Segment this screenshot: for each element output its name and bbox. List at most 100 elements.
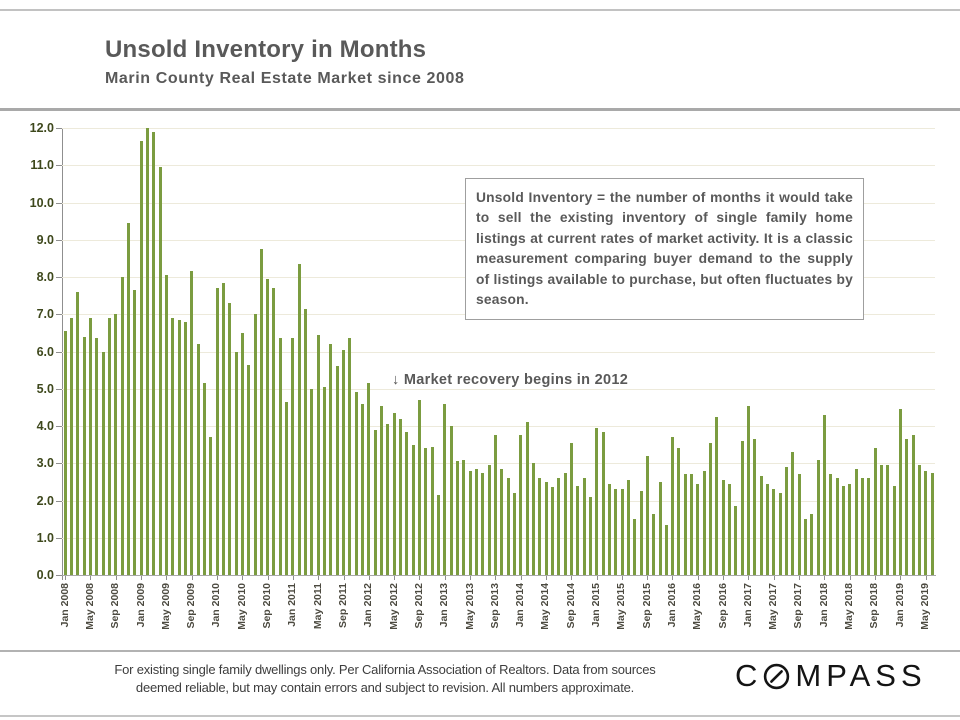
- bar-slot: [758, 128, 764, 575]
- x-axis-label: Jan 2018: [817, 583, 830, 628]
- x-axis-label: May 2008: [83, 583, 96, 630]
- inventory-bar: [266, 278, 270, 575]
- inventory-bar: [898, 409, 902, 575]
- bar-slot: [726, 128, 732, 575]
- inventory-bar: [664, 524, 668, 575]
- inventory-bar: [272, 288, 276, 575]
- inventory-bar: [202, 383, 206, 575]
- x-axis-tick: [444, 576, 446, 580]
- inventory-bar: [588, 496, 592, 575]
- bar-slot: [233, 128, 239, 575]
- inventory-bar: [145, 128, 149, 575]
- inventory-bar: [139, 141, 143, 575]
- inventory-bar: [804, 519, 808, 575]
- x-axis-tick: [419, 576, 421, 580]
- inventory-bar: [304, 308, 308, 575]
- bar-slot: [366, 128, 372, 575]
- gridline: [62, 388, 935, 390]
- inventory-bar: [715, 416, 719, 575]
- x-axis-tick: [368, 576, 370, 580]
- bar-slot: [271, 128, 277, 575]
- x-axis-tick: [242, 576, 244, 580]
- bar-slot: [714, 128, 720, 575]
- inventory-bar: [791, 452, 795, 575]
- inventory-bar: [550, 487, 554, 575]
- inventory-bar: [493, 435, 497, 575]
- inventory-bar: [924, 470, 928, 575]
- bar-slot: [328, 128, 334, 575]
- inventory-bar: [829, 474, 833, 575]
- bar-slot: [923, 128, 929, 575]
- inventory-bar: [69, 317, 73, 575]
- inventory-bar: [126, 223, 130, 575]
- inventory-bar: [740, 440, 744, 575]
- bar-slot: [195, 128, 201, 575]
- bar-slot: [132, 128, 138, 575]
- inventory-bar: [810, 513, 814, 575]
- bar-slot: [87, 128, 93, 575]
- inventory-bar: [107, 317, 111, 575]
- bar-slot: [454, 128, 460, 575]
- inventory-bar: [329, 344, 333, 575]
- inventory-bar: [171, 317, 175, 575]
- bar-slot: [619, 128, 625, 575]
- bar-slot: [632, 128, 638, 575]
- inventory-bar: [335, 366, 339, 575]
- x-axis-tick: [647, 576, 649, 580]
- x-axis-tick: [292, 576, 294, 580]
- x-axis-tick: [191, 576, 193, 580]
- bottom-separator-line: [0, 715, 960, 717]
- x-axis-label: Jan 2013: [438, 583, 451, 628]
- x-axis-tick: [621, 576, 623, 580]
- bar-slot: [404, 128, 410, 575]
- y-axis-label: 7.0: [36, 307, 54, 322]
- bar-slot: [448, 128, 454, 575]
- y-axis-tick: [56, 351, 62, 353]
- bar-slot: [391, 128, 397, 575]
- bar-slot: [777, 128, 783, 575]
- definition-text: Unsold Inventory = the number of months …: [476, 190, 853, 308]
- x-axis-tick: [900, 576, 902, 580]
- bar-slot: [397, 128, 403, 575]
- compass-needle-circle-icon: [764, 663, 790, 689]
- bar-slot: [581, 128, 587, 575]
- inventory-bar: [259, 249, 263, 575]
- inventory-bar: [152, 131, 156, 575]
- bar-slot: [651, 128, 657, 575]
- bar-slot: [106, 128, 112, 575]
- inventory-bar: [544, 481, 548, 575]
- y-axis-tick: [56, 426, 62, 427]
- x-axis-label: Jan 2010: [210, 583, 223, 628]
- bar-slot: [733, 128, 739, 575]
- y-axis-tick: [56, 277, 62, 278]
- x-axis-tick: [672, 576, 674, 580]
- bar-slot: [815, 128, 821, 575]
- x-axis-tick: [90, 576, 92, 580]
- x-axis-tick: [115, 576, 117, 580]
- inventory-bar: [234, 351, 238, 575]
- inventory-bar: [468, 470, 472, 575]
- inventory-bar: [278, 338, 282, 575]
- inventory-bar: [380, 405, 384, 575]
- inventory-bar: [114, 314, 118, 575]
- bar-slot: [189, 128, 195, 575]
- bar-slot: [929, 128, 935, 575]
- bar-slot: [904, 128, 910, 575]
- bar-slot: [720, 128, 726, 575]
- bar-slot: [511, 128, 517, 575]
- x-axis-label: Sep 2017: [792, 583, 805, 629]
- bar-slot: [252, 128, 258, 575]
- page-title: Unsold Inventory in Months: [105, 36, 427, 63]
- logo-letter-c: C: [735, 658, 763, 693]
- inventory-bar: [639, 491, 643, 575]
- bar-slot: [834, 128, 840, 575]
- footer-separator-line: [0, 650, 960, 652]
- inventory-bar: [734, 506, 738, 575]
- inventory-bar: [430, 446, 434, 575]
- gridline: [62, 500, 935, 502]
- inventory-bar: [766, 483, 770, 575]
- x-axis-tick: [748, 576, 750, 580]
- bar-slot: [315, 128, 321, 575]
- x-axis-label: May 2009: [159, 583, 172, 630]
- inventory-bar: [63, 331, 67, 575]
